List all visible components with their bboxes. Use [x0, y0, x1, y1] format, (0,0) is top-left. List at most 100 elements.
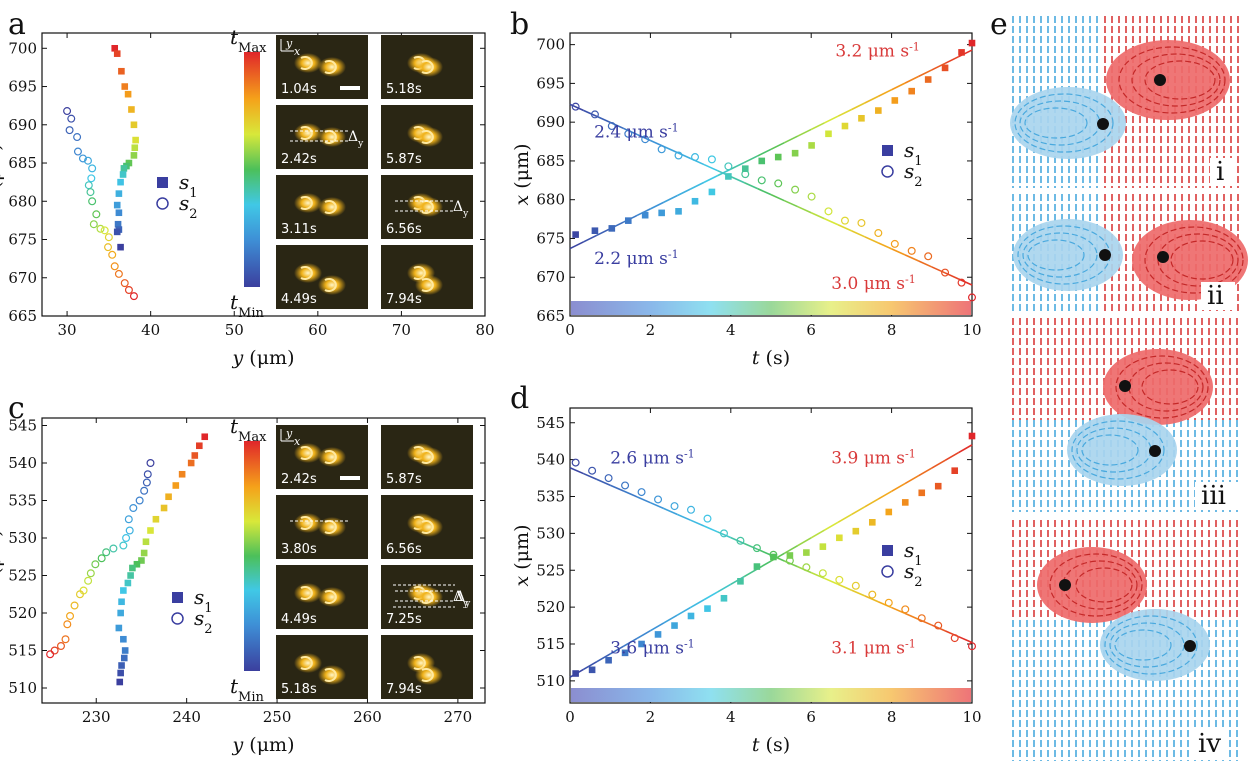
y-axis-label: x (μm) — [511, 144, 533, 206]
particle-glow — [318, 197, 346, 217]
particle-glow — [318, 275, 346, 295]
data-point-s1 — [641, 211, 649, 219]
data-point-s2 — [719, 529, 728, 538]
particle-glow — [318, 587, 346, 607]
inset-axis-y: y — [285, 37, 293, 50]
frame-time-label: 3.11s — [281, 222, 317, 237]
fit-line-s2 — [824, 218, 839, 226]
x-tick-label: 4 — [726, 321, 736, 339]
y-tick-label: 675 — [8, 231, 37, 249]
fit-line-s1 — [944, 451, 960, 462]
frame-time-label: 6.56s — [386, 222, 422, 237]
data-point-s2 — [110, 262, 119, 271]
particle-core — [1099, 249, 1111, 261]
inset-axis-y: y — [285, 427, 293, 440]
data-point-s2 — [890, 239, 899, 248]
data-point-s1 — [133, 560, 141, 568]
frame-time-label: 2.42s — [281, 472, 317, 487]
legend-label-s1: s1 — [179, 170, 198, 201]
fit-line-s2 — [864, 595, 879, 603]
particle-glow — [318, 665, 346, 685]
legend-label-s1: s1 — [904, 538, 923, 569]
data-point-s2 — [840, 216, 849, 225]
data-point-s1 — [572, 231, 579, 238]
frame-time-label: 7.94s — [386, 292, 422, 307]
data-point-s2 — [588, 466, 597, 475]
y-tick-label: 545 — [8, 417, 37, 435]
particle-core — [1149, 445, 1161, 457]
data-point-s2 — [624, 129, 633, 138]
y-tick-label: 545 — [536, 414, 565, 432]
data-point-s1 — [118, 598, 125, 606]
data-point-s2 — [86, 569, 95, 578]
micrograph-frame — [276, 245, 368, 309]
particle-glow — [294, 513, 322, 533]
data-point-s1 — [918, 489, 926, 497]
data-point-s1 — [115, 624, 123, 632]
data-point-s1 — [116, 678, 124, 686]
particle-arc — [421, 130, 434, 144]
fit-line-s1 — [743, 155, 758, 164]
blob-field-line — [1109, 622, 1185, 668]
fit-line-s1 — [690, 181, 705, 190]
data-point-s1 — [187, 459, 195, 467]
data-point-s1 — [130, 121, 138, 129]
blob-field-line — [1170, 240, 1234, 280]
data-point-s2 — [89, 220, 98, 229]
data-point-s2 — [104, 233, 113, 242]
panel-c: 230 240 250 260 270 510 515 520 525 530 535 540 545 y… — [0, 414, 486, 756]
particle-glow — [318, 127, 346, 147]
legend-label-s2: s2 — [904, 159, 923, 190]
colorbar — [244, 441, 260, 671]
fit-line-s1 — [730, 161, 745, 170]
y-tick-label: 535 — [8, 492, 37, 510]
data-point-s2 — [73, 133, 82, 142]
legend-marker-s2 — [156, 197, 169, 210]
data-point-s2 — [807, 192, 816, 201]
data-point-s1 — [591, 227, 599, 235]
fit-line-s2 — [837, 224, 852, 232]
roman-label-bg — [1192, 730, 1226, 758]
particle-arc — [300, 446, 313, 460]
blob-field-line — [1049, 553, 1143, 617]
rate-annotation: 3.2 μm s-1 — [835, 40, 919, 62]
fit-line-s1 — [583, 234, 598, 243]
data-point-s2 — [950, 634, 959, 643]
fit-line-s2 — [569, 467, 584, 475]
blob-field-line — [1128, 362, 1204, 412]
data-point-s1 — [725, 173, 732, 180]
fit-line-s2 — [904, 612, 919, 620]
fit-line-s1 — [636, 630, 651, 640]
fit-line-s1 — [797, 128, 812, 137]
blob-body — [1010, 87, 1126, 159]
fit-line-s1 — [904, 75, 919, 84]
data-point-s2 — [124, 515, 133, 524]
fit-line-s1 — [783, 544, 799, 554]
data-point-s1 — [115, 209, 123, 217]
x-tick-label: 80 — [475, 321, 494, 339]
data-point-s2 — [607, 122, 616, 131]
particle-arc — [421, 278, 434, 292]
fit-line-s2 — [676, 151, 691, 160]
y-tick-label: 525 — [536, 561, 565, 579]
data-point-s1 — [117, 178, 124, 186]
data-point-s1 — [753, 563, 761, 570]
data-point-s2 — [102, 548, 111, 557]
data-point-s2 — [571, 102, 580, 111]
frame-time-label: 2.42s — [281, 152, 317, 167]
x-tick-label: 230 — [82, 708, 111, 726]
data-point-s2 — [129, 504, 138, 513]
roman-label: iv — [1198, 729, 1221, 759]
data-point-s2 — [691, 153, 700, 162]
fit-line-s1 — [877, 89, 892, 98]
fit-line-s1 — [650, 201, 665, 210]
fit-line-s2 — [864, 236, 879, 244]
data-point-s2 — [70, 601, 79, 610]
panel-letter-b: b — [510, 7, 529, 42]
colorbar-min-label: tMin — [230, 674, 265, 705]
fit-line-s1 — [810, 529, 826, 539]
rate-annotation: 2.6 μm s-1 — [610, 447, 694, 469]
y-tick-label: 530 — [8, 529, 37, 547]
data-point-s2 — [641, 135, 650, 144]
y-tick-label: 520 — [536, 598, 565, 616]
